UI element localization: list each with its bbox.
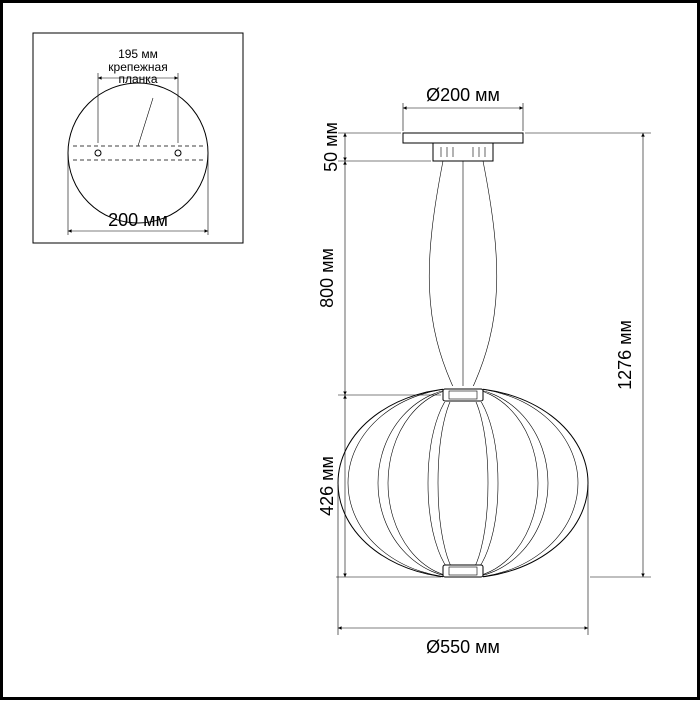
canopy: [403, 133, 523, 161]
dim-canopy-height: 50 мм: [321, 122, 431, 172]
cables: [429, 161, 497, 391]
diagram-frame: 195 мм крепежная планка 200 мм: [0, 0, 700, 700]
lamp-body: [338, 386, 588, 581]
inset-bar-sub2: планка: [119, 72, 158, 86]
diagram-svg: 195 мм крепежная планка 200 мм: [3, 3, 700, 703]
inset-bar-dim: 195 мм: [118, 47, 158, 61]
svg-text:Ø550 мм: Ø550 мм: [426, 637, 500, 657]
svg-text:50 мм: 50 мм: [321, 122, 341, 172]
inset-box: 195 мм крепежная планка 200 мм: [33, 33, 243, 243]
svg-text:1276 мм: 1276 мм: [615, 320, 635, 390]
svg-text:426 мм: 426 мм: [317, 456, 337, 516]
dim-cable: 800 мм: [317, 161, 441, 395]
dim-canopy-diameter: Ø200 мм: [403, 85, 523, 131]
inset-diameter: 200 мм: [108, 210, 168, 230]
dim-body-height: 426 мм: [317, 395, 441, 577]
svg-text:800 мм: 800 мм: [317, 248, 337, 308]
svg-text:Ø200 мм: Ø200 мм: [426, 85, 500, 105]
